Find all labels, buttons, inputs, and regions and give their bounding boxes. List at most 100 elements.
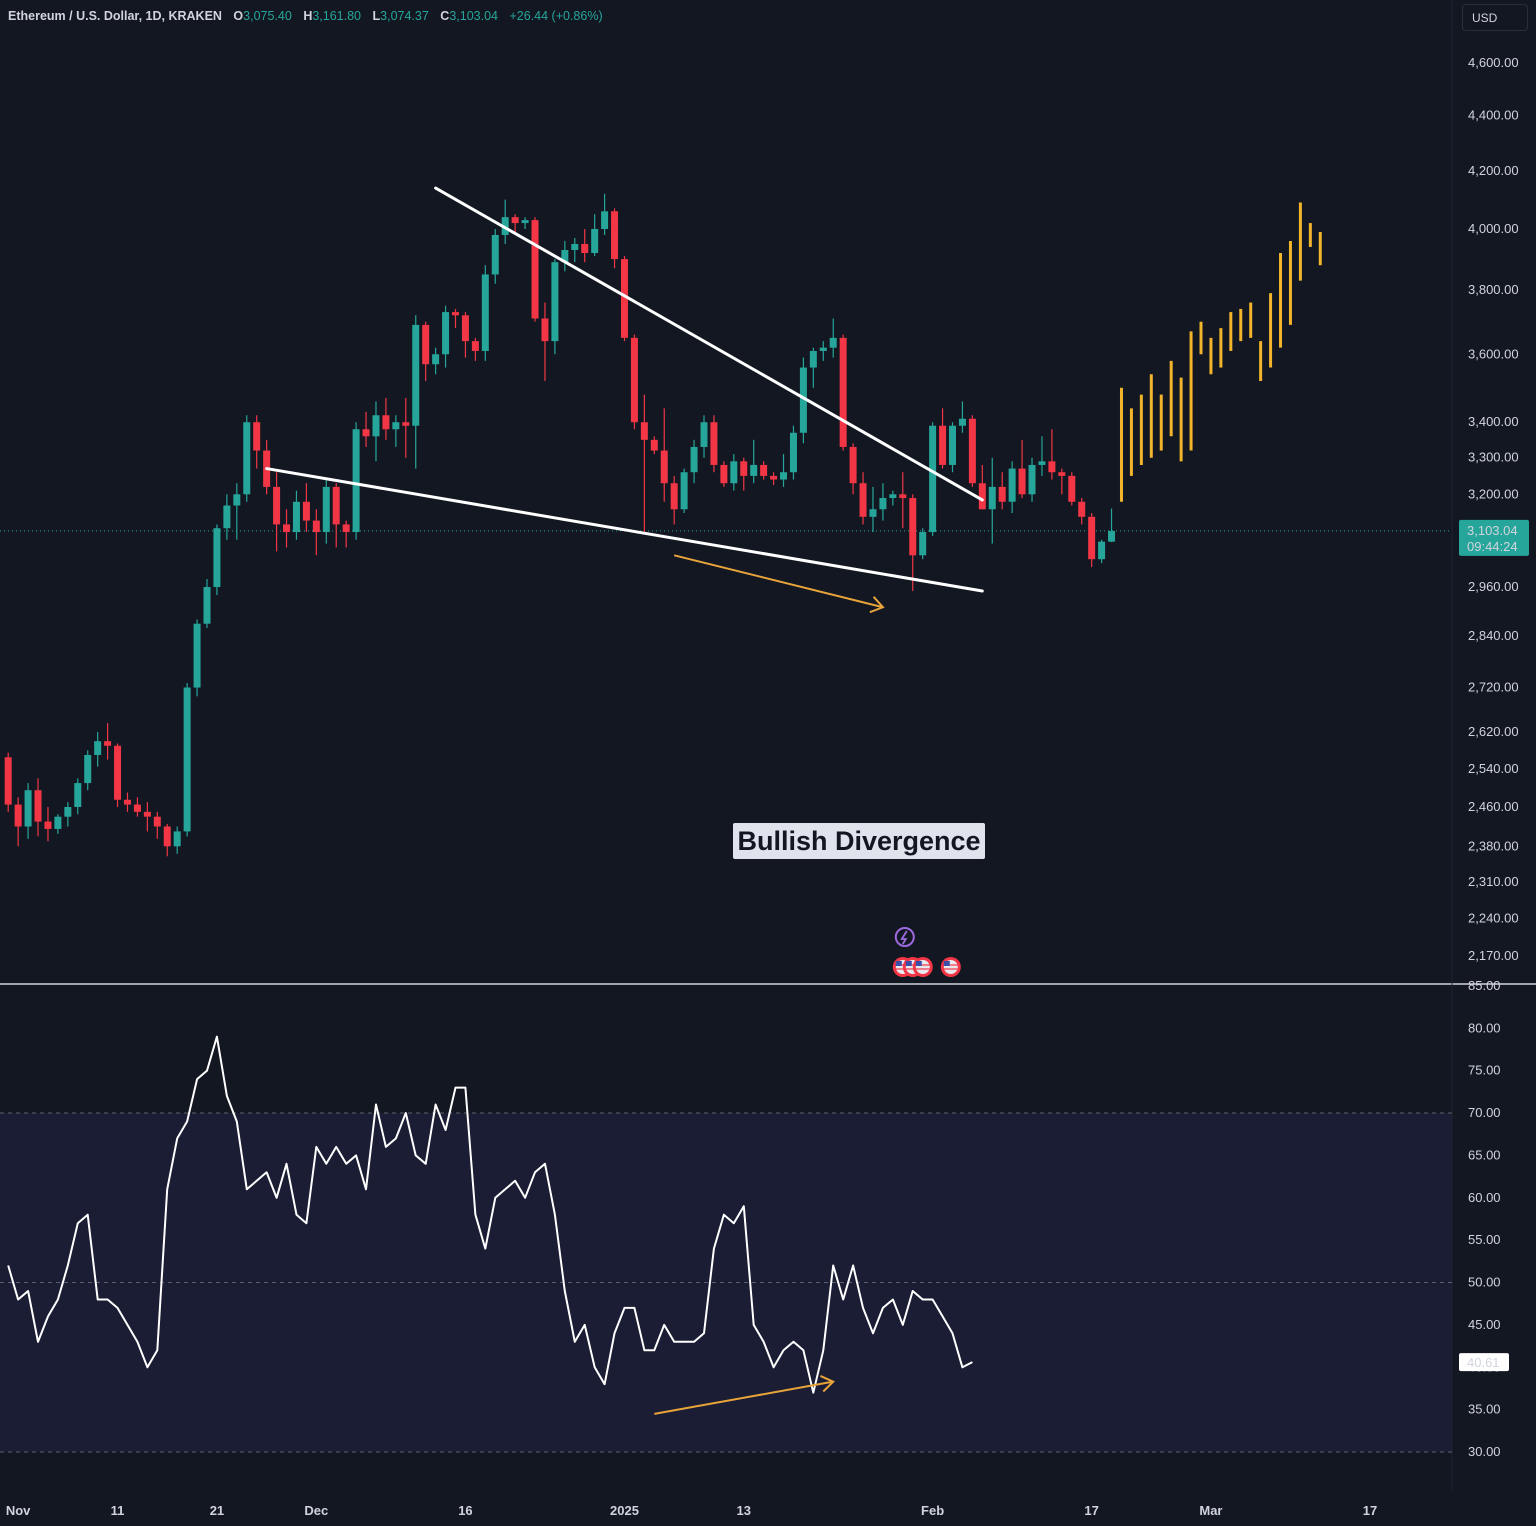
time-tick-label: 13 <box>737 1503 751 1518</box>
rsi-panel <box>7 1035 973 1415</box>
candle <box>929 422 937 536</box>
us-flag-icon[interactable] <box>940 957 961 977</box>
rsi-tick-label: 75.00 <box>1468 1063 1501 1078</box>
candle <box>74 778 82 815</box>
candle-body <box>422 324 430 365</box>
candle <box>114 743 122 807</box>
flag-canton <box>915 961 922 966</box>
event-markers[interactable] <box>892 927 961 977</box>
change-value: +26.44 (+0.86%) <box>509 9 603 23</box>
candle-body <box>302 501 310 521</box>
price-axis[interactable]: 4,600.00 4,400.00 4,200.00 4,000.00 3,800.00… <box>1459 55 1529 1459</box>
candle <box>372 401 380 462</box>
candle-body <box>799 367 807 433</box>
trendlines <box>265 186 984 614</box>
candle-body <box>44 821 52 829</box>
candle <box>760 461 768 480</box>
candle <box>720 461 728 487</box>
candle-body <box>1068 475 1076 502</box>
flag-canton <box>895 961 902 966</box>
candle <box>611 208 619 269</box>
candle <box>630 334 638 430</box>
candle-body <box>342 524 350 533</box>
candle-body <box>909 498 917 556</box>
time-tick-label: Nov <box>6 1503 31 1518</box>
rsi-value-tag: 40.61 <box>1459 1353 1509 1372</box>
candle-body <box>1108 530 1116 542</box>
candle-body <box>829 337 837 348</box>
candle-body <box>193 623 201 688</box>
candle <box>322 479 330 544</box>
candle-body <box>223 505 231 529</box>
candle <box>422 321 430 381</box>
candle <box>392 415 400 447</box>
candle-body <box>461 315 469 342</box>
candle-body <box>601 211 609 229</box>
candle-body <box>640 422 648 440</box>
candle-body <box>561 249 569 263</box>
price-tick-label: 2,380.00 <box>1468 838 1519 853</box>
candle-body <box>283 524 291 533</box>
candle-body <box>213 528 221 587</box>
candle <box>909 494 917 592</box>
candle-body <box>839 337 847 447</box>
candle-body <box>173 831 181 847</box>
candle-body <box>471 341 479 351</box>
trendline-lower <box>265 467 984 593</box>
candle <box>193 619 201 697</box>
candle <box>700 415 708 458</box>
candle <box>949 422 956 473</box>
candle-body <box>1008 468 1016 502</box>
candle-body <box>1028 464 1036 495</box>
candle <box>412 315 420 469</box>
candle <box>879 483 887 521</box>
price-tick-label: 3,400.00 <box>1468 414 1519 429</box>
candle <box>859 472 867 525</box>
candle-body <box>690 446 698 473</box>
candle <box>740 457 748 491</box>
candle <box>680 468 688 514</box>
candle-body <box>770 475 778 480</box>
price-tick-label: 2,170.00 <box>1468 948 1519 963</box>
candle-body <box>312 520 320 533</box>
event-sparkle-icon[interactable] <box>894 927 915 947</box>
candle <box>491 229 499 284</box>
candle-body <box>730 461 738 484</box>
candle <box>789 425 797 480</box>
time-axis[interactable]: Nov 11 21 Dec 16 2025 13 Feb 17 Mar 17 <box>6 1503 1377 1518</box>
time-tick-label: Mar <box>1199 1503 1222 1518</box>
candle <box>143 802 151 832</box>
candle-body <box>700 422 708 447</box>
candle-body <box>660 450 668 484</box>
candle-body <box>74 783 82 807</box>
symbol-title[interactable]: Ethereum / U.S. Dollar, 1D, KRAKEN <box>8 9 222 23</box>
candle-body <box>988 486 996 510</box>
bullish-divergence-label[interactable]: Bullish Divergence <box>733 823 985 859</box>
candle-body <box>362 429 370 437</box>
candle-body <box>432 354 440 365</box>
time-tick-label: 11 <box>111 1503 125 1518</box>
candle-body <box>54 816 62 829</box>
candle <box>501 199 509 244</box>
price-divergence-arrow-shaft <box>673 554 884 609</box>
candle-body <box>1018 468 1026 495</box>
grid-layer <box>0 0 1536 1490</box>
candle <box>899 472 907 529</box>
candle-body <box>292 501 300 533</box>
candle-body <box>919 532 927 556</box>
candle-body <box>1048 461 1056 473</box>
currency-button[interactable]: USD <box>1462 4 1528 31</box>
candle <box>223 494 231 540</box>
high-key: H <box>303 9 313 23</box>
symbol-header: Ethereum / U.S. Dollar, 1D, KRAKEN O3,07… <box>8 9 603 23</box>
candle <box>531 217 539 322</box>
candle-body <box>958 418 966 426</box>
high-value: 3,161.80 <box>312 9 362 23</box>
us-flag-icon[interactable] <box>912 957 933 977</box>
candle-body <box>859 483 867 517</box>
candle <box>442 305 450 368</box>
candle <box>452 308 459 329</box>
candle <box>352 422 360 540</box>
candle-body <box>104 741 112 746</box>
